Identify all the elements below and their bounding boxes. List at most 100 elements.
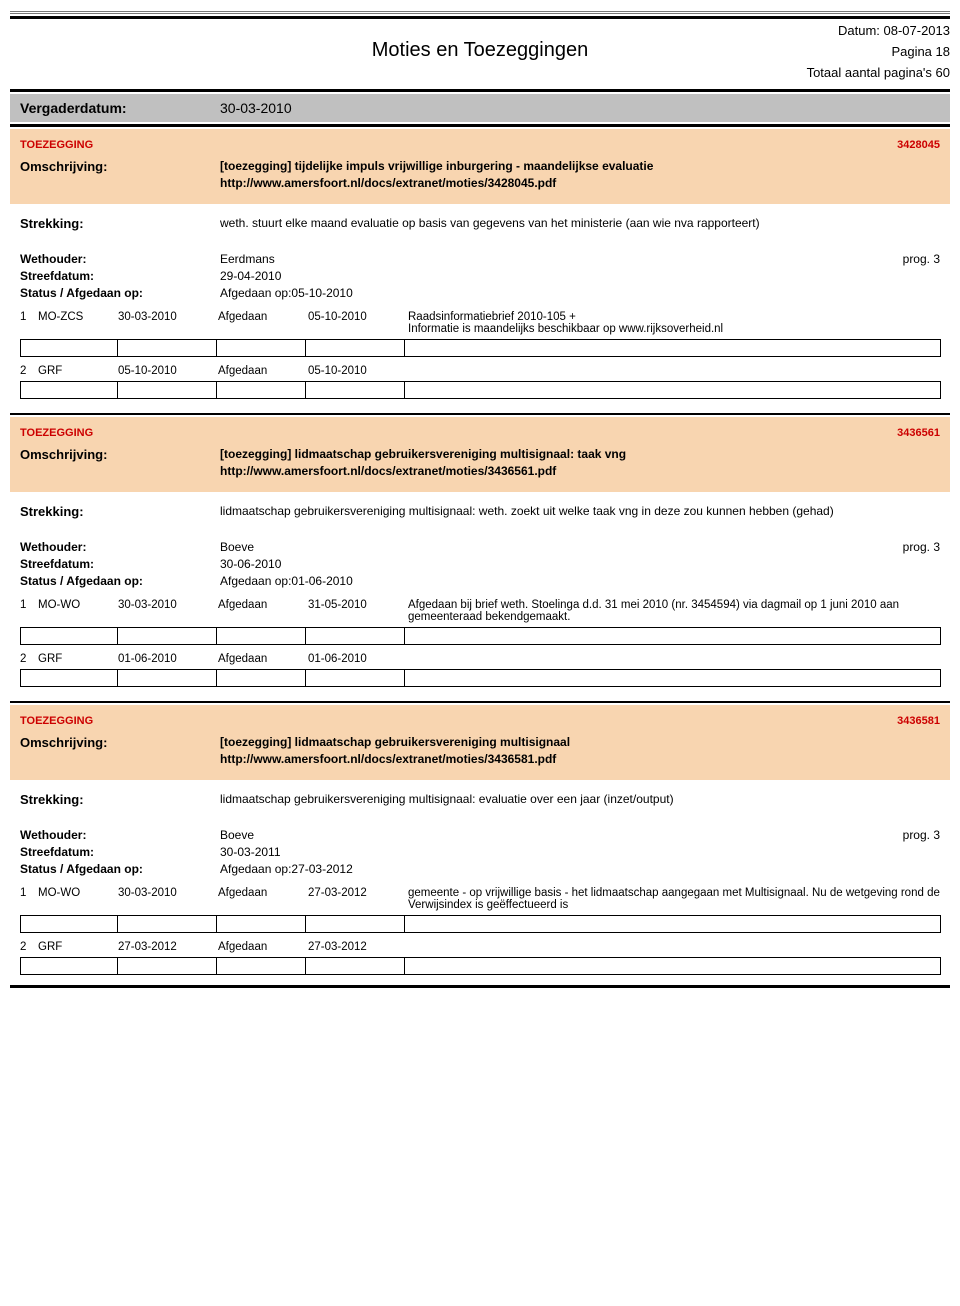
strekking-text: lidmaatschap gebruikersvereniging multis… (220, 792, 940, 807)
vergaderdatum-value: 30-03-2010 (220, 100, 292, 116)
history-index: 2 (20, 365, 38, 377)
history-date2: 27-03-2012 (308, 941, 408, 953)
history-date2: 05-10-2010 (308, 365, 408, 377)
history-row: 2 GRF 01-06-2010 Afgedaan 01-06-2010 (10, 649, 950, 669)
wethouder-value: Boeve (220, 828, 800, 842)
history-row: 2 GRF 05-10-2010 Afgedaan 05-10-2010 (10, 361, 950, 381)
history-empty-row (10, 381, 950, 403)
wethouder-label: Wethouder: (20, 252, 220, 266)
status-value: Afgedaan op:27-03-2012 (220, 862, 800, 876)
strekking-block: Strekking: weth. stuurt elke maand evalu… (10, 204, 950, 243)
omschrijving-label: Omschrijving: (20, 159, 220, 174)
history-note: Raadsinformatiebrief 2010-105 +Informati… (408, 311, 940, 335)
history-date1: 05-10-2010 (118, 365, 218, 377)
history-row: 2 GRF 27-03-2012 Afgedaan 27-03-2012 (10, 937, 950, 957)
item-ref: 3428045 (897, 139, 940, 151)
strekking-label: Strekking: (20, 792, 220, 807)
history-status: Afgedaan (218, 311, 308, 323)
streefdatum-value: 30-03-2011 (220, 845, 800, 859)
status-value: Afgedaan op:05-10-2010 (220, 286, 800, 300)
history-date1: 30-03-2010 (118, 599, 218, 611)
history-code: MO-ZCS (38, 311, 118, 323)
history-date2: 27-03-2012 (308, 887, 408, 899)
toezegging-header: TOEZEGGING 3436581 Omschrijving: [toezeg… (10, 705, 950, 780)
history-empty-row (10, 915, 950, 937)
prog-value: prog. 3 (800, 540, 940, 554)
prog-value: prog. 3 (800, 828, 940, 842)
history-index: 1 (20, 887, 38, 899)
item-title: [toezegging] lidmaatschap gebruikersvere… (220, 735, 940, 750)
item-ref: 3436561 (897, 427, 940, 439)
status-label: Status / Afgedaan op: (20, 286, 220, 300)
history-date2: 01-06-2010 (308, 653, 408, 665)
meta-block: Wethouder: Boeve prog. 3 Streefdatum: 30… (10, 819, 950, 883)
item-ref: 3436581 (897, 715, 940, 727)
history-code: MO-WO (38, 887, 118, 899)
item-type: TOEZEGGING (20, 427, 93, 439)
toezegging-header: TOEZEGGING 3428045 Omschrijving: [toezeg… (10, 129, 950, 204)
strekking-text: lidmaatschap gebruikersvereniging multis… (220, 504, 940, 519)
history-code: MO-WO (38, 599, 118, 611)
wethouder-value: Eerdmans (220, 252, 800, 266)
meta-block: Wethouder: Eerdmans prog. 3 Streefdatum:… (10, 243, 950, 307)
history-date1: 27-03-2012 (118, 941, 218, 953)
wethouder-label: Wethouder: (20, 540, 220, 554)
item-url[interactable]: http://www.amersfoort.nl/docs/extranet/m… (220, 464, 940, 478)
streefdatum-label: Streefdatum: (20, 269, 220, 283)
vergaderdatum-bar: Vergaderdatum: 30-03-2010 (10, 94, 950, 122)
meta-block: Wethouder: Boeve prog. 3 Streefdatum: 30… (10, 531, 950, 595)
status-value: Afgedaan op:01-06-2010 (220, 574, 800, 588)
item-title: [toezegging] lidmaatschap gebruikersvere… (220, 447, 940, 462)
history-status: Afgedaan (218, 653, 308, 665)
history-code: GRF (38, 365, 118, 377)
history-status: Afgedaan (218, 365, 308, 377)
page-header: Datum: 08-07-2013 Pagina 18 Totaal aanta… (10, 21, 950, 83)
strekking-label: Strekking: (20, 504, 220, 519)
history-index: 2 (20, 653, 38, 665)
streefdatum-label: Streefdatum: (20, 557, 220, 571)
history-empty-row (10, 339, 950, 361)
history-empty-row (10, 957, 950, 979)
history-row: 1 MO-WO 30-03-2010 Afgedaan 31-05-2010 A… (10, 595, 950, 627)
wethouder-value: Boeve (220, 540, 800, 554)
history-note: Afgedaan bij brief weth. Stoelinga d.d. … (408, 599, 940, 623)
strekking-label: Strekking: (20, 216, 220, 231)
history-empty-row (10, 669, 950, 691)
streefdatum-label: Streefdatum: (20, 845, 220, 859)
item-type: TOEZEGGING (20, 715, 93, 727)
history-date1: 01-06-2010 (118, 653, 218, 665)
history-index: 1 (20, 599, 38, 611)
history-date2: 31-05-2010 (308, 599, 408, 611)
history-status: Afgedaan (218, 599, 308, 611)
item-url[interactable]: http://www.amersfoort.nl/docs/extranet/m… (220, 176, 940, 190)
wethouder-label: Wethouder: (20, 828, 220, 842)
omschrijving-label: Omschrijving: (20, 447, 220, 462)
history-code: GRF (38, 653, 118, 665)
page-title: Moties en Toezeggingen (10, 39, 950, 62)
history-status: Afgedaan (218, 887, 308, 899)
history-date1: 30-03-2010 (118, 887, 218, 899)
strekking-block: Strekking: lidmaatschap gebruikersvereni… (10, 780, 950, 819)
omschrijving-label: Omschrijving: (20, 735, 220, 750)
history-date2: 05-10-2010 (308, 311, 408, 323)
status-label: Status / Afgedaan op: (20, 862, 220, 876)
history-row: 1 MO-WO 30-03-2010 Afgedaan 27-03-2012 g… (10, 883, 950, 915)
history-index: 1 (20, 311, 38, 323)
status-label: Status / Afgedaan op: (20, 574, 220, 588)
streefdatum-value: 29-04-2010 (220, 269, 800, 283)
prog-value: prog. 3 (800, 252, 940, 266)
strekking-text: weth. stuurt elke maand evaluatie op bas… (220, 216, 940, 231)
history-index: 2 (20, 941, 38, 953)
item-url[interactable]: http://www.amersfoort.nl/docs/extranet/m… (220, 752, 940, 766)
history-code: GRF (38, 941, 118, 953)
strekking-block: Strekking: lidmaatschap gebruikersvereni… (10, 492, 950, 531)
vergaderdatum-label: Vergaderdatum: (20, 100, 220, 116)
item-type: TOEZEGGING (20, 139, 93, 151)
item-title: [toezegging] tijdelijke impuls vrijwilli… (220, 159, 940, 174)
history-empty-row (10, 627, 950, 649)
toezegging-header: TOEZEGGING 3436561 Omschrijving: [toezeg… (10, 417, 950, 492)
history-date1: 30-03-2010 (118, 311, 218, 323)
streefdatum-value: 30-06-2010 (220, 557, 800, 571)
history-status: Afgedaan (218, 941, 308, 953)
history-row: 1 MO-ZCS 30-03-2010 Afgedaan 05-10-2010 … (10, 307, 950, 339)
